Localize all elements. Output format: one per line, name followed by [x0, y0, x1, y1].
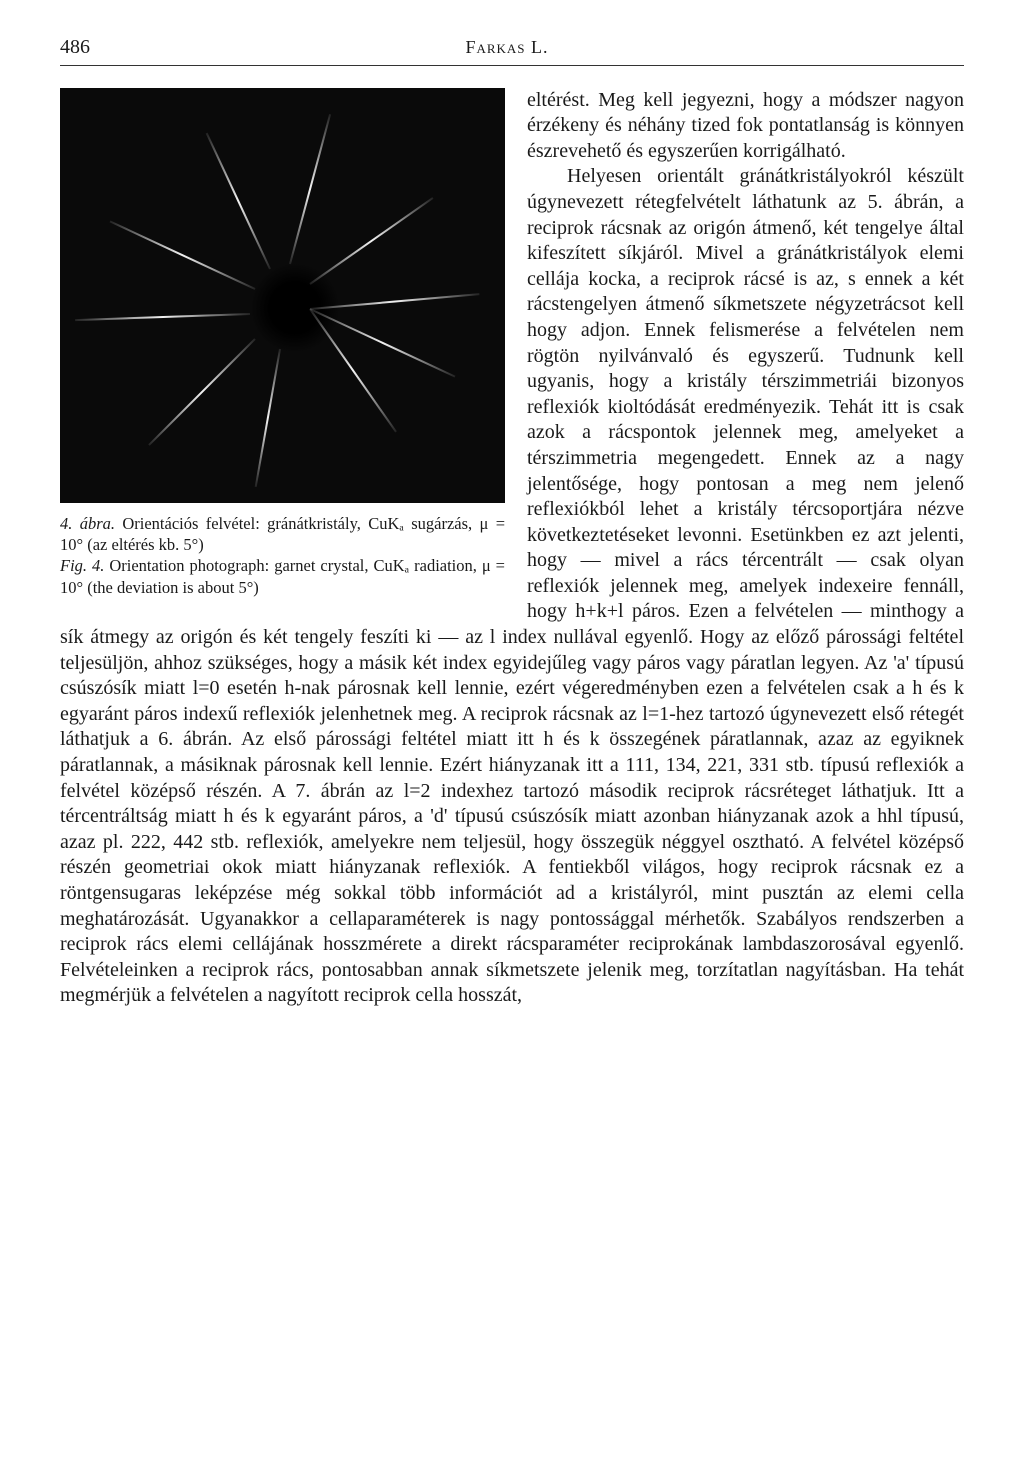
- para1-text: eltérést. Meg kell jegyezni, hogy a móds…: [527, 89, 964, 162]
- header-author: Farkas L.: [465, 36, 548, 59]
- caption-hu-text: Orientációs felvétel: gránátkristály, Cu…: [60, 514, 505, 554]
- page-header: 486 Farkas L.: [60, 35, 964, 66]
- figure-ray: [255, 348, 281, 486]
- caption-hu-label: 4. ábra.: [60, 514, 115, 533]
- figure-ray: [309, 308, 397, 432]
- figure-ray: [148, 338, 255, 445]
- figure-image: [60, 88, 505, 503]
- figure-4: 4. ábra. Orientációs felvétel: gránátkri…: [60, 88, 505, 599]
- page-number: 486: [60, 35, 90, 61]
- figure-caption: 4. ábra. Orientációs felvétel: gránátkri…: [60, 513, 505, 599]
- caption-en-text: Orientation photograph: garnet crystal, …: [60, 556, 505, 596]
- figure-ray: [309, 197, 433, 285]
- caption-en-label: Fig. 4.: [60, 556, 104, 575]
- figure-ray: [289, 114, 331, 264]
- figure-ray: [206, 132, 271, 269]
- page-content: 4. ábra. Orientációs felvétel: gránátkri…: [60, 88, 964, 1009]
- figure-ray: [110, 220, 256, 289]
- figure-ray: [75, 313, 250, 321]
